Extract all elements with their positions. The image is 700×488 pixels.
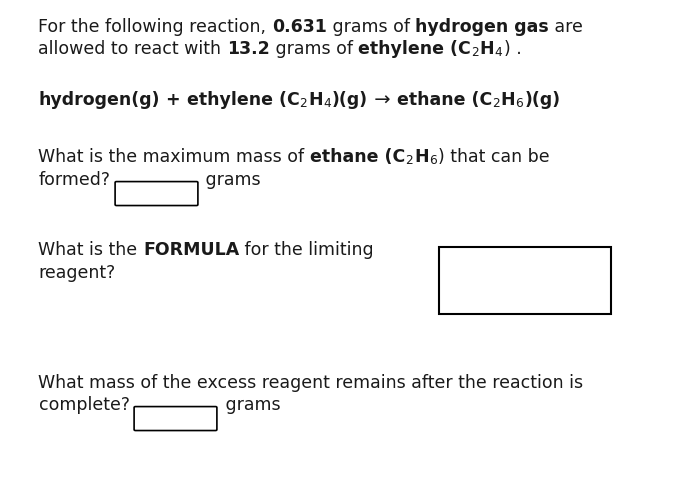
- Text: $_{6}$: $_{6}$: [428, 149, 438, 167]
- Text: 0.631: 0.631: [272, 18, 327, 36]
- Text: H: H: [500, 91, 515, 109]
- Text: )(g): )(g): [524, 91, 561, 109]
- Text: $_{4}$: $_{4}$: [323, 92, 332, 110]
- Text: grams: grams: [220, 396, 280, 414]
- Text: reagent?: reagent?: [38, 264, 116, 282]
- Text: What is the: What is the: [38, 241, 143, 259]
- Text: H: H: [308, 91, 323, 109]
- Text: $_{6}$: $_{6}$: [515, 92, 524, 110]
- Text: What mass of the excess reagent remains after the reaction is: What mass of the excess reagent remains …: [38, 374, 584, 392]
- Text: What is the maximum mass of: What is the maximum mass of: [38, 148, 310, 166]
- Text: hydrogen(g): hydrogen(g): [38, 91, 160, 109]
- Text: allowed to react with: allowed to react with: [38, 40, 227, 58]
- Text: H: H: [480, 40, 494, 58]
- Text: ) that can be: ) that can be: [438, 148, 550, 166]
- Text: )(g): )(g): [332, 91, 368, 109]
- Text: ethane (C: ethane (C: [310, 148, 405, 166]
- Text: grams of: grams of: [327, 18, 415, 36]
- Text: ethylene (C: ethylene (C: [358, 40, 471, 58]
- Text: for the limiting: for the limiting: [239, 241, 374, 259]
- Text: →: →: [368, 90, 397, 109]
- Text: $_{2}$: $_{2}$: [492, 92, 500, 110]
- Text: ethane (C: ethane (C: [397, 91, 492, 109]
- Text: $_{4}$: $_{4}$: [494, 41, 503, 59]
- Text: formed?: formed?: [38, 171, 111, 189]
- Text: $_{2}$: $_{2}$: [300, 92, 308, 110]
- Text: +: +: [160, 91, 187, 109]
- Text: are: are: [549, 18, 583, 36]
- Text: $_{2}$: $_{2}$: [471, 41, 480, 59]
- Text: For the following reaction,: For the following reaction,: [38, 18, 272, 36]
- Text: grams: grams: [200, 171, 261, 189]
- Text: 13.2: 13.2: [227, 40, 270, 58]
- Text: ) .: ) .: [503, 40, 522, 58]
- Text: ethylene (C: ethylene (C: [187, 91, 300, 109]
- Text: FORMULA: FORMULA: [143, 241, 239, 259]
- Text: grams of: grams of: [270, 40, 358, 58]
- Text: H: H: [414, 148, 428, 166]
- Text: hydrogen gas: hydrogen gas: [415, 18, 549, 36]
- Text: complete?: complete?: [38, 396, 130, 414]
- Text: $_{2}$: $_{2}$: [405, 149, 414, 167]
